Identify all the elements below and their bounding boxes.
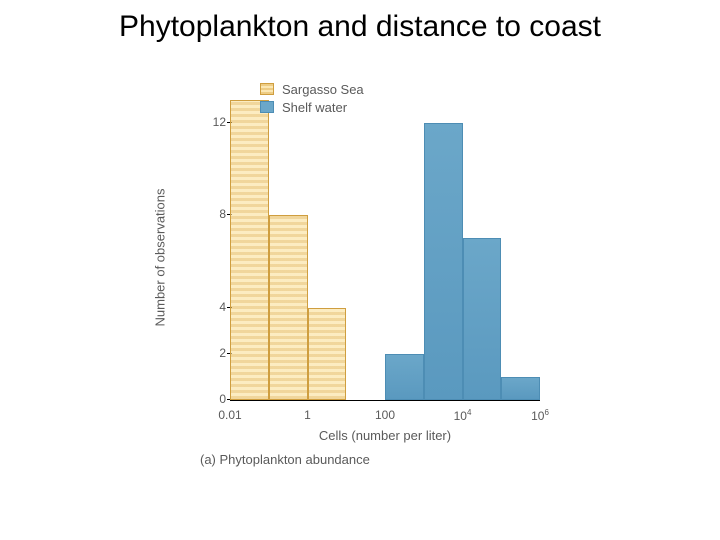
legend-label-shelf: Shelf water <box>282 100 347 115</box>
x-tick-label: 104 <box>454 408 472 423</box>
bar-shelf <box>385 354 424 400</box>
bar-shelf <box>501 377 540 400</box>
x-tick-label: 0.01 <box>218 408 241 422</box>
chart-caption: (a) Phytoplankton abundance <box>200 452 370 467</box>
x-tick-label: 1 <box>304 408 311 422</box>
legend-item-shelf: Shelf water <box>260 98 364 116</box>
swatch-shelf <box>260 101 274 113</box>
y-tick-label: 2 <box>204 346 226 360</box>
legend-label-sargasso: Sargasso Sea <box>282 82 364 97</box>
x-axis <box>230 400 540 401</box>
y-tick-label: 4 <box>204 300 226 314</box>
legend: Sargasso Sea Shelf water <box>260 80 364 116</box>
chart-area: 024812 Number of observations 0.01110010… <box>160 80 580 480</box>
y-axis-label: Number of observations <box>153 188 168 326</box>
plot-area <box>230 100 540 400</box>
bar-shelf <box>463 238 502 400</box>
slide-title: Phytoplankton and distance to coast <box>0 10 720 44</box>
x-axis-label: Cells (number per liter) <box>230 428 540 443</box>
x-tick-label: 100 <box>375 408 395 422</box>
slide: Phytoplankton and distance to coast 0 2 4 8… <box>0 0 720 540</box>
swatch-sargasso <box>260 83 274 95</box>
y-tick-label: 8 <box>204 207 226 221</box>
x-tick-label: 106 <box>531 408 549 423</box>
y-tick-label: 12 <box>204 115 226 129</box>
legend-item-sargasso: Sargasso Sea <box>260 80 364 98</box>
bar-sargasso <box>308 308 347 400</box>
bar-shelf <box>424 123 463 400</box>
bar-sargasso <box>269 215 308 400</box>
bar-sargasso <box>230 100 269 400</box>
y-tick-label: 0 <box>204 392 226 406</box>
